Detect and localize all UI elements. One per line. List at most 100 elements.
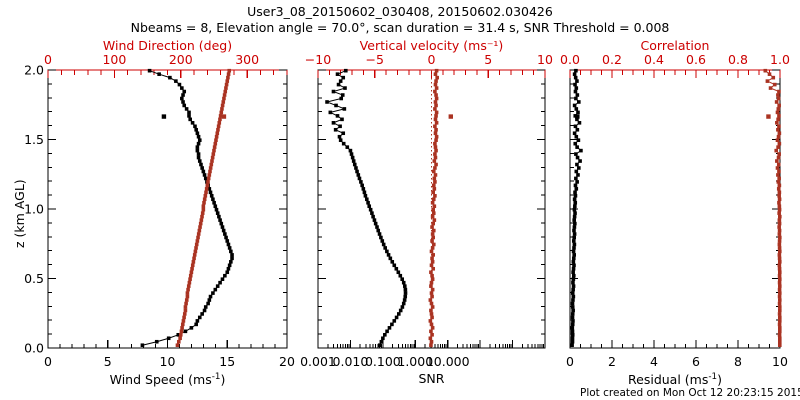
data-point [575, 162, 579, 167]
data-point [570, 329, 575, 334]
data-point [431, 228, 436, 233]
data-point [325, 100, 329, 104]
data-point [182, 103, 187, 108]
panel2-top-axis-title: Vertical velocity (ms⁻¹) [359, 38, 504, 53]
data-point [570, 322, 575, 327]
data-point [571, 256, 576, 261]
data-point [777, 193, 781, 198]
data-point [192, 256, 196, 261]
data-point [433, 141, 437, 146]
data-point [430, 294, 434, 299]
data-point [777, 329, 782, 334]
data-point [390, 260, 395, 264]
data-point [208, 294, 213, 299]
data-point [434, 138, 438, 142]
data-point [777, 315, 782, 320]
data-point [200, 214, 204, 219]
data-point [429, 329, 433, 334]
data-point [571, 260, 576, 264]
data-point [767, 72, 772, 76]
data-point [342, 107, 347, 111]
data-point [335, 114, 340, 118]
data-point [196, 232, 201, 236]
data-point [768, 86, 773, 90]
data-point [373, 221, 378, 226]
data-point [431, 242, 436, 247]
data-point [777, 169, 781, 174]
data-point [147, 68, 152, 73]
x-tick-label: 10 [160, 354, 176, 369]
data-point [571, 319, 575, 323]
data-point [333, 127, 338, 132]
data-point [191, 260, 196, 264]
data-point [357, 176, 362, 181]
data-point [400, 277, 405, 281]
data-point [206, 176, 211, 181]
data-point [218, 117, 222, 122]
data-point [207, 298, 212, 302]
x-tick-label: 4 [650, 354, 658, 369]
data-point [434, 148, 438, 153]
data-point [377, 343, 382, 348]
data-point [370, 211, 374, 215]
data-point [180, 322, 185, 327]
data-point [194, 322, 198, 327]
x-tick-label: 8 [734, 354, 742, 369]
data-point [572, 263, 576, 268]
data-point [341, 141, 346, 146]
data-point [229, 249, 233, 254]
data-point [431, 169, 436, 174]
data-point [356, 173, 361, 177]
data-point [777, 200, 781, 205]
data-point [181, 100, 185, 104]
data-point [340, 117, 344, 122]
plot-footer: Plot created on Mon Oct 12 20:23:15 2015 [580, 387, 800, 399]
data-point [207, 187, 212, 191]
data-point [223, 232, 227, 236]
data-point [182, 315, 186, 320]
data-point [166, 336, 171, 341]
data-point [777, 249, 782, 254]
data-point [359, 180, 363, 184]
data-point [777, 339, 782, 344]
data-point [210, 155, 215, 160]
data-point [572, 232, 577, 236]
data-point [157, 72, 161, 76]
isolated-data-point [221, 114, 227, 119]
data-point [213, 287, 218, 292]
data-point [430, 225, 434, 229]
data-point [229, 260, 233, 264]
data-point [434, 134, 439, 139]
data-point [220, 103, 225, 108]
data-point [570, 312, 575, 316]
data-point [433, 145, 438, 149]
data-point [434, 86, 439, 90]
data-point [187, 114, 191, 118]
data-point [431, 197, 436, 202]
data-point [198, 225, 202, 229]
isolated-data-point [766, 114, 771, 119]
data-point [432, 204, 437, 209]
data-point [168, 75, 172, 80]
data-point [575, 79, 579, 83]
data-point [225, 270, 230, 275]
data-point [403, 291, 408, 295]
data-point [201, 207, 206, 212]
data-point [777, 256, 782, 261]
data-point [776, 93, 780, 97]
data-point [430, 200, 435, 205]
data-point [430, 305, 435, 309]
data-point [574, 96, 578, 101]
data-point [385, 329, 389, 334]
data-point [396, 270, 401, 275]
data-point [573, 89, 578, 94]
data-point [188, 277, 192, 281]
data-point [430, 214, 435, 219]
data-point [430, 260, 435, 264]
data-point [430, 315, 434, 320]
data-point [338, 138, 343, 142]
data-point [777, 197, 782, 202]
isolated-data-point [448, 114, 453, 119]
data-point [206, 180, 210, 184]
data-point [572, 72, 577, 76]
